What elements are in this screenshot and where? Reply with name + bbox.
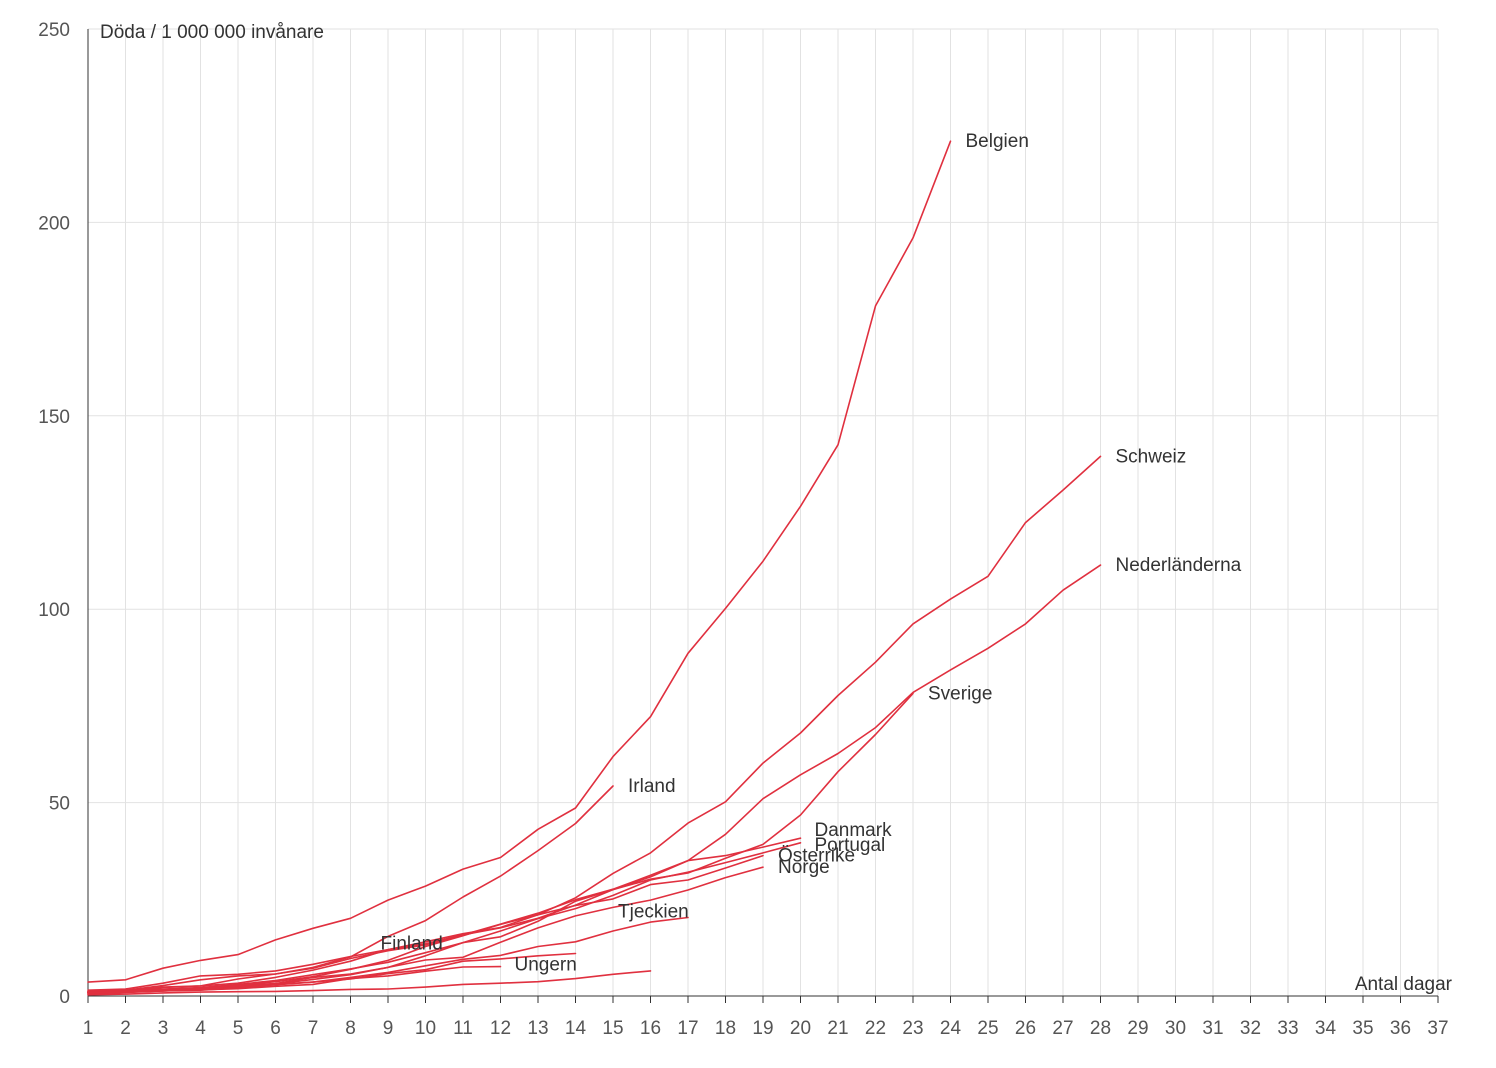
x-tick-label: 30 (1165, 1018, 1186, 1039)
series-line-schweiz (87, 455, 1102, 992)
series-line-norge (87, 866, 764, 994)
x-tick-label: 37 (1427, 1018, 1448, 1039)
series-label: Sverige (928, 684, 992, 705)
series-line-unlabeled (87, 970, 652, 996)
y-tick-label: 100 (38, 600, 70, 621)
y-axis-title: Döda / 1 000 000 invånare (100, 22, 324, 43)
series-line-danmark (87, 837, 802, 993)
x-tick-label: 4 (195, 1018, 206, 1039)
x-tick-label: 2 (120, 1018, 131, 1039)
series-labels: Belgien Nederländerna Schweiz Sverige Irland… (381, 131, 1242, 975)
series-label: Belgien (966, 131, 1029, 152)
y-tick-label: 200 (38, 213, 70, 234)
x-tick-label: 3 (158, 1018, 169, 1039)
x-tick-label: 23 (902, 1018, 923, 1039)
series-label: Ungern (515, 955, 577, 976)
x-tick-label: 12 (490, 1018, 511, 1039)
grid (88, 28, 1439, 996)
x-tick-label: 16 (640, 1018, 661, 1039)
x-tick-label: 7 (308, 1018, 319, 1039)
x-tick-label: 8 (345, 1018, 356, 1039)
series-label: Finland (381, 933, 443, 954)
x-tick-label: 15 (602, 1018, 623, 1039)
x-axis-title: Antal dagar (1355, 974, 1453, 995)
x-tick-label: 20 (790, 1018, 811, 1039)
x-tick-label: 18 (715, 1018, 736, 1039)
x-tick-label: 36 (1390, 1018, 1411, 1039)
y-tick-label: 250 (38, 20, 70, 41)
x-tick-label: 33 (1277, 1018, 1298, 1039)
x-tick-label: 26 (1015, 1018, 1036, 1039)
series-line-ungern (87, 965, 502, 994)
series-lines (87, 140, 1102, 996)
series-label: Norge (778, 857, 830, 878)
x-tick-label: 28 (1090, 1018, 1111, 1039)
x-tick-label: 11 (453, 1018, 473, 1039)
x-tick-label: 14 (565, 1018, 587, 1039)
x-tick-label: 25 (977, 1018, 998, 1039)
x-tick-label: 6 (270, 1018, 281, 1039)
x-tick-label: 31 (1202, 1018, 1223, 1039)
x-tick-label: 32 (1240, 1018, 1261, 1039)
series-label: Österrike (778, 846, 855, 867)
x-tick-label: 13 (527, 1018, 548, 1039)
tick-labels: 1 2 3 4 5 6 7 8 9 10 11 12 13 14 15 16 17 18 19 20 21 22 23 24 2… (38, 20, 1448, 1039)
x-tick-label: 5 (233, 1018, 244, 1039)
x-tick-label: 34 (1315, 1018, 1337, 1039)
x-tick-label: 21 (827, 1018, 848, 1039)
y-tick-label: 0 (59, 987, 70, 1008)
series-line-portugal (87, 841, 802, 993)
y-tick-label: 50 (49, 794, 70, 815)
x-tick-label: 29 (1127, 1018, 1148, 1039)
series-label: Nederländerna (1116, 555, 1242, 576)
series-label: Tjeckien (618, 901, 689, 922)
x-tick-label: 17 (677, 1018, 698, 1039)
x-tick-label: 24 (940, 1018, 962, 1039)
series-label: Irland (628, 776, 676, 797)
x-tick-label: 19 (752, 1018, 773, 1039)
series-line-nederländerna (87, 564, 1102, 993)
y-tick-label: 150 (38, 407, 70, 428)
x-tick-label: 35 (1352, 1018, 1373, 1039)
x-tick-label: 1 (83, 1018, 94, 1039)
series-line-belgien (87, 140, 952, 983)
x-tick-label: 27 (1052, 1018, 1073, 1039)
series-label: Danmark (815, 820, 893, 841)
x-tick-label: 9 (383, 1018, 394, 1039)
series-label: Schweiz (1116, 446, 1187, 467)
x-tick-label: 22 (865, 1018, 886, 1039)
series-label: Portugal (815, 835, 886, 856)
x-tick-label: 10 (415, 1018, 436, 1039)
